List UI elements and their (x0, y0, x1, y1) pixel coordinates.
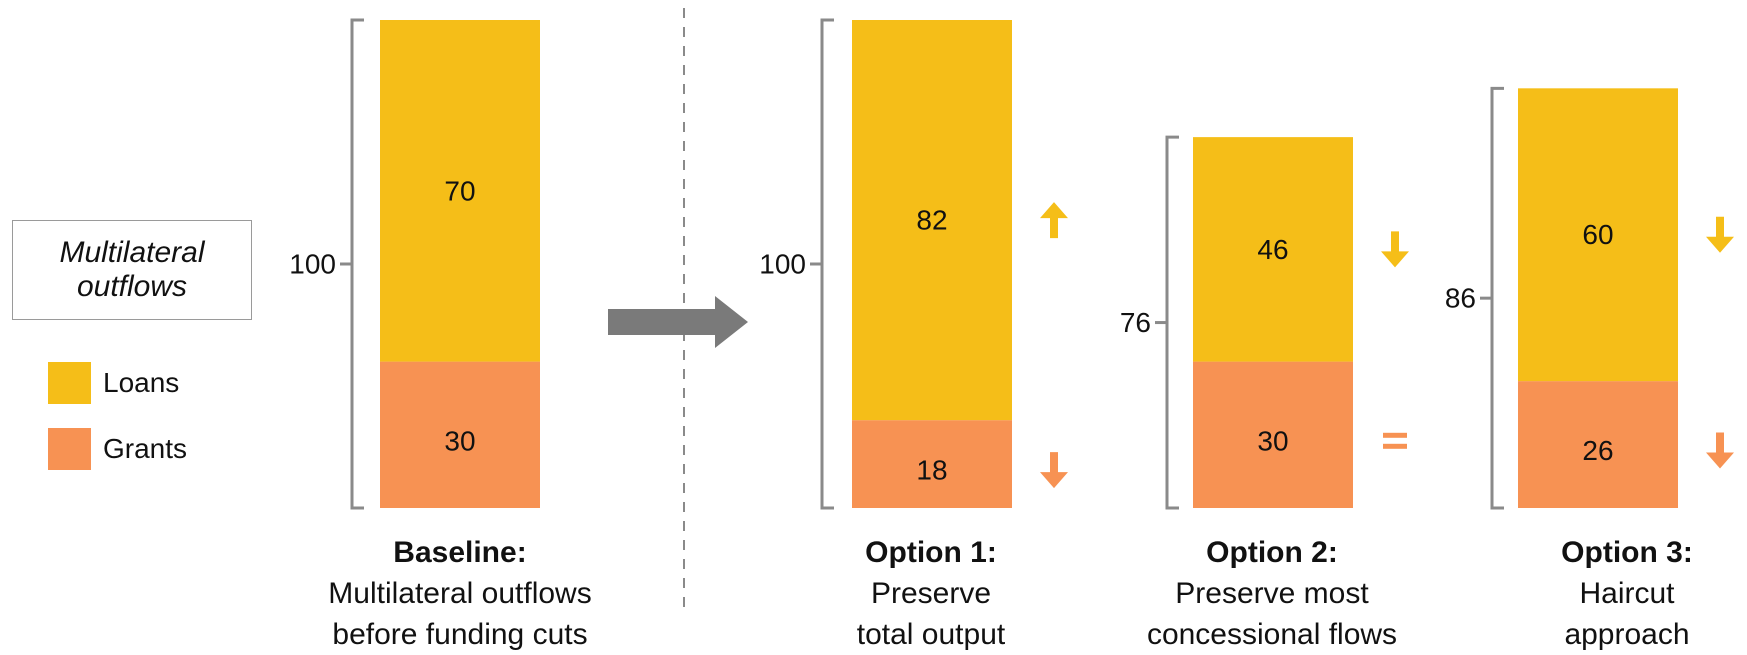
total-bracket-option-3 (1490, 86, 1504, 510)
legend-swatch-grants (48, 428, 91, 470)
caption-line: Haircut (1579, 577, 1675, 610)
change-down-icon (1706, 216, 1734, 253)
legend-item-loans: Loans (48, 362, 179, 404)
total-bracket-option-1 (820, 18, 834, 510)
value-label-loans-baseline: 70 (444, 175, 475, 206)
caption-line: before funding cuts (332, 618, 588, 651)
total-label-option-3: 86 (1445, 283, 1476, 314)
caption-line: Preserve (870, 577, 992, 610)
caption-head: Baseline: (393, 536, 527, 569)
legend-item-grants: Grants (48, 428, 187, 470)
value-label-grants-baseline: 30 (444, 425, 475, 456)
change-equal-icon (1383, 443, 1407, 449)
caption-head: Option 3: (1561, 536, 1693, 569)
legend-label-grants: Grants (103, 433, 188, 464)
value-label-loans-option-3: 60 (1582, 219, 1613, 250)
bar-loans-option-3 (1518, 88, 1678, 382)
caption-line: approach (1564, 618, 1690, 651)
bar-loans-option-1 (852, 20, 1012, 421)
caption-line: Preserve most (1175, 577, 1369, 610)
bar-grants-baseline (380, 361, 540, 508)
change-down-icon (1706, 432, 1734, 469)
total-bracket-option-2 (1165, 135, 1179, 510)
total-label-baseline: 100 (289, 249, 336, 280)
caption-option-1: Option 1: Preserve total output (781, 532, 1081, 655)
caption-line: Multilateral outflows (328, 577, 592, 610)
change-down-icon (1381, 231, 1409, 268)
caption-baseline: Baseline: Multilateral outflows before f… (310, 532, 610, 655)
total-label-option-1: 100 (759, 249, 806, 280)
legend-label-loans: Loans (103, 367, 180, 398)
value-label-grants-option-3: 26 (1582, 435, 1613, 466)
caption-line: total output (856, 618, 1006, 651)
total-bracket-baseline (350, 18, 364, 510)
value-label-grants-option-2: 30 (1257, 425, 1288, 456)
caption-head: Option 2: (1206, 536, 1338, 569)
total-label-option-2: 76 (1120, 307, 1151, 338)
value-label-loans-option-1: 82 (916, 205, 947, 236)
caption-option-3: Option 3: Haircut approach (1477, 532, 1747, 655)
caption-head: Option 1: (865, 536, 997, 569)
value-label-loans-option-2: 46 (1257, 234, 1288, 265)
legend-title: Multilateral outflows (59, 236, 205, 303)
bar-loans-option-2 (1193, 137, 1353, 362)
caption-option-2: Option 2: Preserve most concessional flo… (1122, 532, 1422, 655)
transition-arrow-icon (608, 296, 748, 348)
value-label-grants-option-1: 18 (916, 455, 947, 486)
change-up-icon (1040, 202, 1068, 239)
legend-title-box: Multilateral outflows (12, 220, 252, 320)
bar-loans-baseline (380, 20, 540, 362)
bar-grants-option-3 (1518, 381, 1678, 508)
bar-grants-option-1 (852, 420, 1012, 508)
change-down-icon (1040, 452, 1068, 489)
bar-grants-option-2 (1193, 361, 1353, 508)
change-equal-icon (1383, 432, 1407, 438)
caption-line: concessional flows (1146, 618, 1398, 651)
legend-swatch-loans (48, 362, 91, 404)
